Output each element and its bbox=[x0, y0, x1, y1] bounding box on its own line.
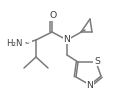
Text: O: O bbox=[49, 12, 57, 20]
Text: ,,: ,, bbox=[27, 38, 31, 44]
Text: N: N bbox=[64, 35, 70, 43]
Text: S: S bbox=[94, 56, 100, 65]
Text: H₂N: H₂N bbox=[6, 39, 23, 48]
Text: N: N bbox=[87, 81, 93, 91]
